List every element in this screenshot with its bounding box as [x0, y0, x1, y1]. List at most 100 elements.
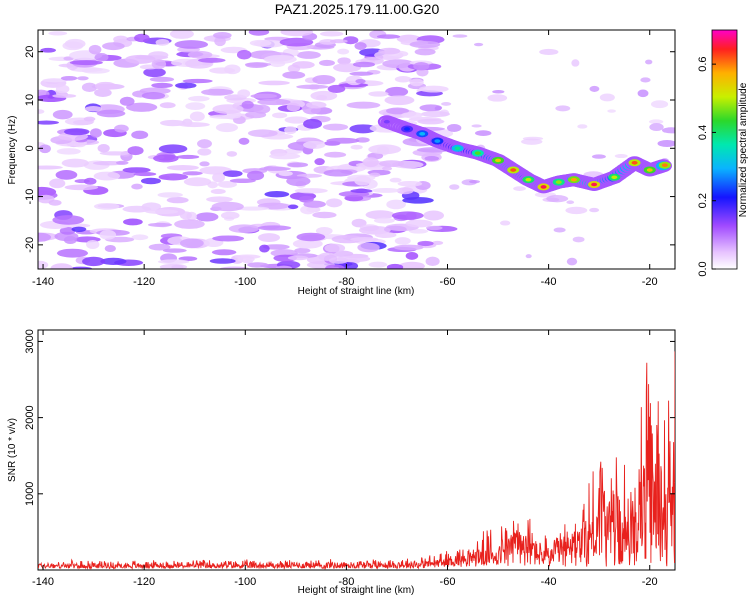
noise-cell	[246, 170, 265, 181]
noise-cell	[179, 211, 192, 220]
noise-cell	[337, 57, 351, 65]
colorbar-tick-label: 0.2	[697, 193, 709, 208]
noise-cell	[189, 111, 205, 122]
noise-cell	[349, 124, 377, 134]
noise-cell	[63, 236, 77, 245]
noise-cell	[331, 235, 363, 244]
noise-cell	[566, 257, 578, 266]
noise-cell	[355, 78, 366, 84]
spectrogram-y-axis-label: Frequency (Hz)	[7, 116, 18, 185]
noise-cell	[212, 172, 226, 183]
noise-cell	[645, 59, 653, 65]
noise-cell	[414, 48, 436, 56]
noise-cell	[312, 211, 337, 219]
noise-cell	[650, 100, 669, 109]
snr-y-axis-label: SNR (10 * v/v)	[7, 418, 18, 482]
noise-cell	[214, 36, 226, 47]
noise-cell	[607, 109, 617, 113]
noise-cell	[125, 54, 156, 64]
noise-cell	[296, 232, 326, 242]
noise-cell	[382, 59, 415, 69]
noise-cell	[589, 85, 600, 92]
noise-cell	[123, 218, 143, 226]
noise-cell	[314, 158, 325, 166]
noise-cell	[319, 31, 344, 37]
noise-cell	[238, 137, 250, 145]
noise-cell	[195, 212, 219, 222]
noise-cell	[284, 126, 297, 135]
noise-cell	[371, 187, 401, 193]
noise-cell	[38, 109, 45, 114]
x-tick-label: -40	[541, 276, 557, 288]
noise-cell	[648, 119, 664, 124]
noise-cell	[174, 219, 205, 229]
noise-cell	[417, 118, 445, 125]
noise-cell	[637, 89, 649, 98]
noise-cell	[159, 263, 188, 269]
noise-cell	[376, 34, 401, 39]
noise-cell	[94, 81, 117, 91]
signal-core	[540, 185, 547, 189]
signal-core	[611, 175, 618, 180]
noise-cell	[211, 249, 237, 256]
noise-cell	[86, 239, 100, 250]
noise-cell	[303, 200, 326, 208]
noise-cell	[368, 261, 388, 268]
noise-cell	[234, 254, 261, 259]
noise-cell	[169, 30, 194, 39]
noise-cell	[178, 122, 210, 128]
noise-cell	[279, 37, 314, 47]
noise-cell	[201, 88, 234, 96]
noise-cell	[487, 94, 508, 102]
signal-core	[419, 132, 426, 136]
noise-cell	[382, 166, 393, 171]
noise-cell	[350, 144, 363, 150]
x-tick-label: -80	[338, 576, 354, 588]
noise-cell	[235, 206, 270, 211]
noise-cell	[114, 124, 129, 133]
noise-cell	[59, 226, 76, 235]
noise-cell	[312, 74, 336, 85]
noise-cell	[555, 105, 571, 112]
noise-cell	[64, 128, 90, 136]
noise-cell	[349, 71, 374, 76]
noise-cell	[315, 227, 333, 236]
noise-cell	[306, 101, 327, 109]
y-tick-label: -10	[24, 189, 36, 205]
x-tick-label: -60	[440, 276, 456, 288]
noise-cell	[425, 225, 443, 231]
noise-cell	[310, 90, 338, 101]
noise-cell	[49, 178, 66, 189]
signal-core	[404, 127, 411, 131]
snr-x-ticks: -140 -120 -100 -80 -60 -40 -20	[32, 330, 658, 588]
noise-cell	[182, 171, 203, 176]
noise-cell	[236, 49, 252, 60]
noise-cell	[405, 219, 433, 228]
noise-cell	[385, 86, 409, 97]
noise-cell	[245, 62, 268, 68]
noise-cell	[492, 89, 505, 94]
noise-cell	[513, 186, 526, 191]
noise-cell	[393, 244, 424, 251]
noise-cell	[468, 180, 481, 184]
noise-cell	[70, 66, 103, 73]
snr-frame	[37, 329, 676, 571]
noise-cell	[417, 240, 434, 247]
noise-cell	[211, 201, 244, 212]
signal-core	[555, 180, 562, 184]
noise-cell	[210, 188, 226, 195]
noise-cell	[418, 85, 449, 93]
noise-cell	[394, 237, 411, 245]
noise-cell	[401, 112, 423, 119]
noise-cell	[55, 170, 78, 180]
noise-cell	[287, 255, 309, 261]
x-tick-label: -100	[234, 576, 256, 588]
x-tick-label: -120	[133, 276, 155, 288]
noise-cell	[565, 206, 588, 215]
noise-cell	[439, 109, 450, 117]
noise-cell	[212, 104, 244, 114]
noise-cell	[93, 171, 121, 181]
colorbar-tick-label: 0.4	[697, 125, 709, 140]
noise-cell	[84, 106, 103, 112]
noise-cell	[212, 235, 245, 242]
